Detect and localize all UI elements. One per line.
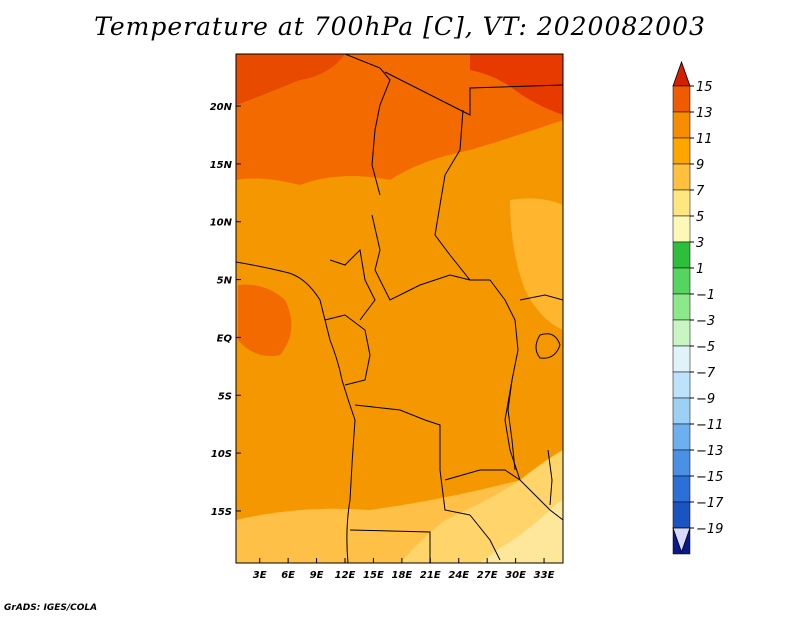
- colorbar-label: −19: [696, 522, 723, 537]
- colorbar-swatch: [672, 189, 691, 217]
- lat-tick-label: EQ: [217, 333, 233, 344]
- coastline: [236, 261, 356, 563]
- colorbar-bottom-arrow: [672, 527, 691, 554]
- lon-tick-label: 27E: [477, 570, 498, 581]
- colorbar-swatch: [672, 293, 691, 321]
- lon-tick-label: 33E: [534, 570, 555, 581]
- border-chad-sudan: [434, 109, 490, 281]
- credit-text: GrADS: IGES/COLA: [4, 603, 98, 613]
- lat-tick-label: 10N: [210, 218, 233, 229]
- lake-malawi: [547, 449, 553, 506]
- northeast-hot: [470, 54, 563, 115]
- colorbar-swatch: [672, 449, 691, 477]
- lon-tick-label: 24E: [448, 570, 469, 581]
- lon-tick-label: 21E: [420, 570, 441, 581]
- border-southern: [469, 514, 501, 561]
- east-mild: [510, 198, 563, 330]
- border-zambia: [444, 469, 563, 521]
- colorbar-label: 5: [696, 210, 704, 225]
- lat-tick-label: 5N: [217, 276, 233, 287]
- colorbar-label: 13: [696, 106, 713, 121]
- west-warm-patch: [238, 284, 292, 356]
- colorbar-label: 3: [696, 236, 704, 251]
- border-namibia: [349, 529, 431, 563]
- colorbar-label: 9: [696, 158, 704, 173]
- colorbar-swatch: [672, 397, 691, 425]
- lat-tick-label: 15N: [210, 160, 233, 171]
- border-east-africa: [519, 294, 563, 301]
- lon-tick-label: 6E: [281, 570, 295, 581]
- colorbar-swatch: [672, 475, 691, 503]
- colorbar-swatch: [672, 163, 691, 191]
- lon-tick-label: 30E: [505, 570, 526, 581]
- border-libya-chad: [384, 71, 563, 116]
- colorbar-label: −11: [696, 418, 723, 433]
- colorbar-swatch: [672, 215, 691, 243]
- longitude-axis: 3E 6E 9E 12E 15E 18E 21E 24E 27E 30E 33E: [253, 558, 555, 581]
- colorbar-swatch: [672, 241, 691, 269]
- colorbar-top-arrow: [672, 60, 691, 87]
- colorbar-label: −1: [696, 288, 715, 303]
- temperature-field: [236, 54, 563, 563]
- colorbar-label: −15: [696, 470, 723, 485]
- country-borders: [236, 54, 563, 563]
- colorbar-label: −7: [696, 366, 716, 381]
- colorbar-swatch: [672, 85, 691, 113]
- lon-tick-label: 15E: [363, 570, 384, 581]
- colorbar-label: −5: [696, 340, 715, 355]
- border-cameroon: [329, 248, 376, 321]
- colorbar-label: 1: [696, 262, 704, 277]
- colorbar-label: 15: [696, 80, 713, 95]
- border-drc-angola: [354, 404, 471, 516]
- colorbar-label: −3: [696, 314, 715, 329]
- colorbar-swatch: [672, 137, 691, 165]
- map-title: Temperature at 700hPa [C], VT: 202008200…: [94, 12, 706, 41]
- colorbar-swatch: [672, 267, 691, 295]
- lon-tick-label: 12E: [335, 570, 356, 581]
- colorbar: 15 13 11 9 7 5 3 1 −1 −3 −5 −7 −9 −11 −13 −15 −17 −19: [672, 60, 724, 555]
- colorbar-swatch: [672, 319, 691, 347]
- colorbar-swatch: [672, 345, 691, 373]
- colorbar-swatch: [672, 371, 691, 399]
- lat-tick-label: 15S: [211, 507, 232, 518]
- colorbar-label: 7: [696, 184, 705, 199]
- colorbar-label: −9: [696, 392, 715, 407]
- border-drc-east: [489, 279, 521, 481]
- lon-tick-label: 18E: [391, 570, 412, 581]
- lake-victoria: [535, 333, 561, 359]
- lat-tick-label: 5S: [218, 391, 232, 402]
- northwest-hot: [236, 54, 345, 105]
- border-north: [344, 54, 391, 196]
- colorbar-swatch: [672, 501, 691, 529]
- border-congo: [324, 314, 371, 386]
- colorbar-label: −13: [696, 444, 723, 459]
- colorbar-label: 11: [696, 132, 713, 147]
- north-warm-band: [236, 54, 563, 185]
- lon-tick-label: 3E: [253, 570, 267, 581]
- colorbar-swatch: [672, 111, 691, 139]
- lake-tanganyika: [507, 379, 516, 471]
- border-car: [371, 214, 471, 301]
- lat-tick-label: 10S: [211, 449, 232, 460]
- colorbar-label: −17: [696, 496, 724, 511]
- lat-tick-label: 20N: [210, 102, 233, 113]
- southeast-cooler: [480, 500, 563, 563]
- colorbar-swatch: [672, 423, 691, 451]
- lon-tick-label: 9E: [310, 570, 324, 581]
- latitude-axis: 20N 15N 10N 5N EQ 5S 10S 15S: [210, 102, 241, 518]
- map-frame: [235, 53, 564, 564]
